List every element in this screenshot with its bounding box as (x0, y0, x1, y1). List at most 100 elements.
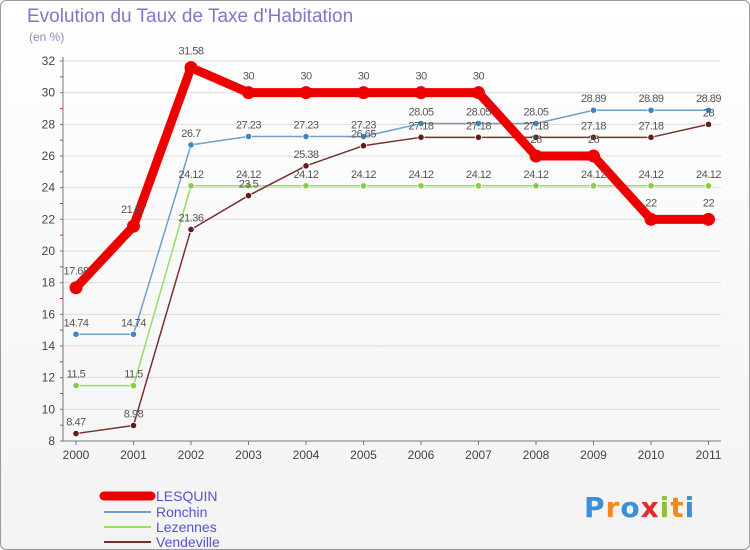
data-point-lezennes (187, 182, 195, 190)
data-point-ronchin (129, 330, 138, 338)
y-tick-label: 22 (42, 212, 56, 226)
data-point-vendeville (704, 120, 713, 128)
series-line-lezennes (75, 185, 710, 387)
data-point-vendeville (244, 191, 253, 200)
data-point-lesquin (69, 281, 83, 295)
data-point-vendeville (129, 421, 138, 430)
data-point-lesquin (242, 86, 255, 100)
data-label-vendeville: 23.5 (239, 179, 259, 191)
data-point-ronchin (359, 132, 368, 141)
data-label-lezennes: 24.12 (351, 169, 376, 181)
data-point-ronchin (532, 119, 540, 128)
y-tick-label: 10 (42, 402, 56, 416)
proxiti-logo: Proxiti (584, 491, 695, 524)
x-tick-label: 2009 (580, 448, 607, 462)
x-tick-label: 2001 (120, 448, 147, 462)
data-point-vendeville (532, 133, 540, 141)
y-tick-label: 20 (42, 244, 56, 258)
data-point-vendeville (72, 429, 80, 438)
data-point-lezennes (589, 182, 598, 190)
logo-letter: i (659, 491, 671, 524)
data-label-lezennes: 24.12 (408, 169, 433, 181)
data-point-ronchin (187, 141, 195, 149)
data-label-lesquin: 17.68 (63, 266, 88, 278)
x-tick-label: 2011 (696, 448, 722, 462)
x-tick-label: 2003 (235, 448, 262, 462)
data-label-lezennes: 24.12 (293, 169, 318, 181)
data-point-lezennes (72, 381, 80, 390)
y-tick-label: 14 (42, 339, 56, 353)
data-label-ronchin: 28.89 (581, 93, 606, 105)
data-label-lesquin: 22 (703, 197, 715, 209)
data-point-ronchin (302, 132, 310, 141)
data-label-vendeville: 8.98 (124, 408, 144, 420)
data-label-lesquin: 30 (243, 71, 255, 83)
y-tick-label: 28 (42, 117, 56, 131)
data-label-vendeville: 27.18 (581, 120, 606, 132)
x-tick-label: 2010 (638, 448, 665, 462)
data-point-lesquin (702, 212, 715, 226)
data-label-vendeville: 27.18 (408, 120, 433, 132)
logo-letter: o (620, 491, 641, 524)
data-label-lezennes: 24.12 (696, 169, 721, 181)
data-point-vendeville (647, 133, 655, 141)
chart-subtitle: (en %) (29, 30, 65, 44)
data-point-vendeville (417, 133, 425, 141)
y-tick-label: 8 (48, 434, 55, 448)
data-label-ronchin: 27.23 (293, 120, 318, 132)
data-label-lesquin: 26 (530, 134, 542, 146)
data-label-ronchin: 27.23 (351, 120, 376, 132)
data-point-vendeville (589, 133, 598, 141)
series-line-ronchin (75, 109, 710, 336)
data-point-lesquin (127, 219, 140, 233)
y-tick-label: 18 (42, 276, 56, 290)
data-label-lesquin: 30 (415, 71, 427, 83)
data-label-lezennes: 24.12 (581, 169, 606, 181)
data-label-lezennes: 11.5 (124, 369, 143, 381)
data-label-lezennes: 24.12 (466, 169, 491, 181)
data-label-vendeville: 27.18 (466, 120, 491, 132)
data-point-lesquin (299, 86, 313, 100)
data-point-lezennes (129, 381, 138, 390)
data-point-ronchin (647, 106, 655, 114)
data-point-lezennes (474, 182, 483, 190)
logo-letter: t (670, 491, 685, 524)
x-tick-label: 2002 (178, 448, 205, 462)
x-tick-label: 2000 (63, 448, 90, 462)
legend-label-lesquin: LESQUIN (156, 488, 217, 504)
data-point-vendeville (474, 133, 483, 141)
logo-letter: P (584, 491, 606, 524)
data-point-lesquin (357, 86, 370, 100)
data-label-lezennes: 24.12 (178, 169, 203, 181)
data-point-lesquin (184, 61, 198, 75)
legend-label-lezennes: Lezennes (156, 519, 217, 535)
x-tick-label: 2004 (293, 448, 320, 462)
data-label-lesquin: 26 (588, 134, 600, 146)
data-label-vendeville: 26.65 (351, 129, 376, 141)
data-label-ronchin: 14.74 (63, 317, 88, 329)
data-label-lesquin: 31.58 (178, 46, 203, 58)
data-label-lesquin: 21.57 (121, 204, 146, 216)
data-label-lesquin: 30 (473, 71, 485, 83)
x-tick-label: 2005 (350, 448, 377, 462)
data-point-lesquin (587, 149, 600, 163)
data-point-lesquin (529, 149, 543, 163)
data-point-ronchin (417, 119, 425, 128)
logo-letter: i (684, 491, 696, 524)
series-line-vendeville (75, 123, 710, 435)
data-label-ronchin: 28.89 (638, 93, 663, 105)
y-tick-label: 16 (42, 307, 56, 321)
data-label-ronchin: 28.05 (466, 107, 491, 119)
data-point-lezennes (244, 182, 253, 190)
x-tick-label: 2007 (465, 448, 492, 462)
data-point-ronchin (244, 132, 253, 141)
series-line-lesquin (71, 63, 713, 293)
logo-letter: x (640, 491, 660, 524)
data-label-lesquin: 30 (358, 71, 370, 83)
data-label-lezennes: 11.5 (67, 369, 86, 381)
legend-label-vendeville: Vendeville (156, 534, 220, 550)
data-point-ronchin (72, 330, 80, 338)
data-point-ronchin (589, 106, 598, 114)
data-label-lesquin: 22 (645, 197, 657, 209)
